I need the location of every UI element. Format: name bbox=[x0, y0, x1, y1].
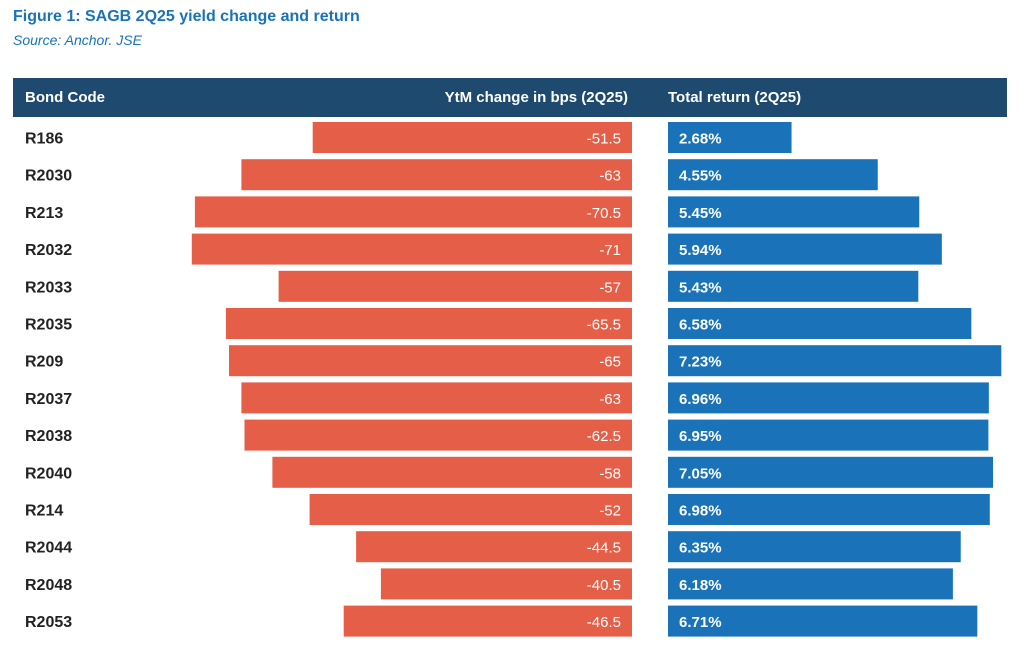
ytm-value-label: -63 bbox=[599, 168, 621, 185]
ytm-bar bbox=[194, 196, 632, 228]
bond-code-label: R2030 bbox=[25, 168, 72, 185]
ytm-bar bbox=[225, 308, 632, 339]
ytm-value-label: -40.5 bbox=[587, 577, 621, 594]
bond-code-label: R214 bbox=[25, 503, 63, 520]
bond-code-label: R2038 bbox=[25, 428, 72, 445]
ytm-bar bbox=[244, 419, 632, 451]
ytm-value-label: -70.5 bbox=[587, 205, 621, 222]
bond-code-label: R213 bbox=[25, 205, 63, 222]
return-bar bbox=[668, 122, 792, 153]
return-bar bbox=[668, 308, 972, 339]
return-bar bbox=[668, 494, 990, 525]
return-value-label: 6.58% bbox=[679, 317, 722, 334]
ytm-bar bbox=[278, 270, 632, 302]
return-bar bbox=[668, 382, 989, 414]
return-value-label: 6.96% bbox=[679, 391, 722, 408]
return-bar bbox=[668, 270, 919, 302]
bond-code-label: R2032 bbox=[25, 242, 72, 259]
header-bond-code: Bond Code bbox=[25, 89, 105, 106]
return-value-label: 6.18% bbox=[679, 577, 722, 594]
return-bar bbox=[668, 159, 878, 191]
ytm-bar bbox=[343, 605, 632, 637]
return-value-label: 4.55% bbox=[679, 168, 722, 185]
ytm-bar bbox=[356, 531, 632, 563]
return-value-label: 7.05% bbox=[679, 465, 722, 482]
ytm-value-label: -65.5 bbox=[587, 317, 621, 334]
return-value-label: 5.43% bbox=[679, 279, 722, 296]
ytm-value-label: -58 bbox=[599, 465, 621, 482]
return-value-label: 2.68% bbox=[679, 131, 722, 148]
ytm-value-label: -57 bbox=[599, 279, 621, 296]
bond-code-label: R2033 bbox=[25, 279, 72, 296]
return-bar bbox=[668, 196, 920, 228]
return-bar bbox=[668, 456, 994, 488]
ytm-bar bbox=[241, 159, 632, 191]
ytm-value-label: -52 bbox=[599, 503, 621, 520]
ytm-bar bbox=[229, 345, 632, 377]
bond-code-label: R186 bbox=[25, 131, 63, 148]
chart-title: Figure 1: SAGB 2Q25 yield change and ret… bbox=[13, 8, 360, 25]
ytm-bar bbox=[380, 568, 632, 600]
return-value-label: 6.71% bbox=[679, 614, 722, 631]
chart-subtitle: Source: Anchor. JSE bbox=[13, 32, 142, 48]
return-bar bbox=[668, 345, 1002, 377]
ytm-bar bbox=[309, 494, 632, 525]
bond-code-label: R2035 bbox=[25, 317, 72, 334]
return-value-label: 6.95% bbox=[679, 428, 722, 445]
bond-code-label: R2037 bbox=[25, 391, 72, 408]
bond-code-label: R2040 bbox=[25, 465, 72, 482]
return-bar bbox=[668, 605, 978, 637]
header-ytm-change: YtM change in bps (2Q25) bbox=[444, 89, 628, 106]
header-total-return: Total return (2Q25) bbox=[668, 89, 802, 106]
return-bar bbox=[668, 568, 953, 600]
bond-code-label: R2048 bbox=[25, 577, 72, 594]
bond-code-label: R2044 bbox=[25, 540, 72, 557]
bond-code-label: R209 bbox=[25, 354, 63, 371]
bond-code-label: R2053 bbox=[25, 614, 72, 631]
return-value-label: 5.45% bbox=[679, 205, 722, 222]
ytm-bar bbox=[191, 233, 633, 265]
return-value-label: 5.94% bbox=[679, 242, 722, 259]
ytm-bar bbox=[241, 382, 632, 414]
ytm-value-label: -51.5 bbox=[587, 131, 621, 148]
ytm-value-label: -63 bbox=[599, 391, 621, 408]
return-value-label: 6.98% bbox=[679, 503, 722, 520]
ytm-value-label: -62.5 bbox=[587, 428, 621, 445]
return-value-label: 7.23% bbox=[679, 354, 722, 371]
ytm-bar bbox=[272, 456, 632, 488]
return-bar bbox=[668, 419, 989, 451]
table-header: Bond Code YtM change in bps (2Q25) Total… bbox=[13, 78, 1007, 117]
return-bar bbox=[668, 531, 961, 563]
return-bar bbox=[668, 233, 942, 265]
ytm-value-label: -71 bbox=[599, 242, 621, 259]
ytm-value-label: -46.5 bbox=[587, 614, 621, 631]
ytm-bar bbox=[312, 122, 632, 153]
return-value-label: 6.35% bbox=[679, 540, 722, 557]
ytm-value-label: -65 bbox=[599, 354, 621, 371]
ytm-value-label: -44.5 bbox=[587, 540, 621, 557]
